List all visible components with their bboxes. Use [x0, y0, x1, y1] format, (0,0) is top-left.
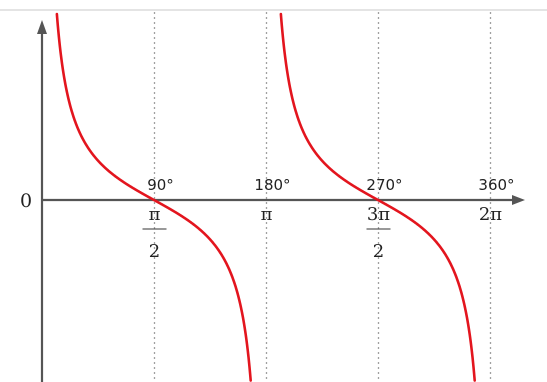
- cot-branch-1: [55, 12, 252, 382]
- degree-label-360: 360°: [478, 176, 514, 194]
- radian-denominator-90: 2: [149, 241, 160, 262]
- radian-numerator-90: π: [149, 204, 161, 225]
- x-axis-arrow: [512, 195, 525, 205]
- cot-branch-2: [279, 12, 476, 382]
- radian-denominator-270: 2: [373, 241, 384, 262]
- radian-label-360: 2π: [479, 204, 502, 225]
- radian-label-180: π: [261, 204, 273, 225]
- origin-zero-label: 0: [20, 190, 32, 212]
- degree-label-90: 90°: [147, 176, 174, 194]
- tick-labels: 0 90° π 2 180° π 270° 3π 2 360° 2π: [20, 176, 515, 262]
- curves: [55, 12, 476, 382]
- radian-numerator-270: 3π: [367, 204, 390, 225]
- degree-label-270: 270°: [366, 176, 402, 194]
- axes: [37, 20, 525, 382]
- degree-label-180: 180°: [254, 176, 290, 194]
- vertical-guides: [153, 12, 492, 382]
- y-axis-arrow: [37, 20, 47, 34]
